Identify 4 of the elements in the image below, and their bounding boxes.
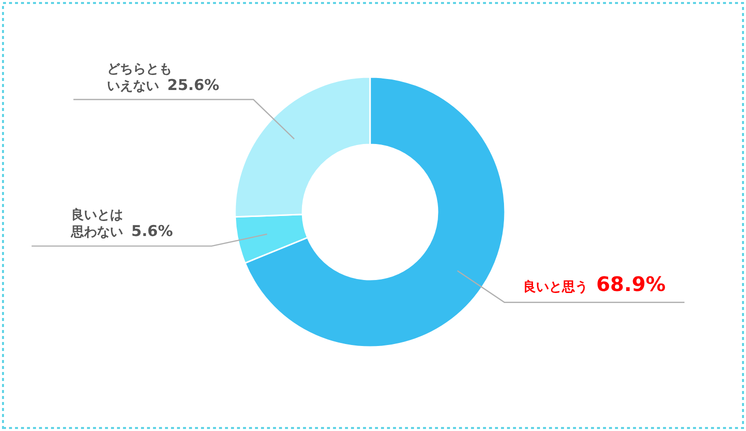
slice-label: 良いと思う bbox=[523, 279, 588, 295]
slice-label: 良いとは思わない bbox=[70, 207, 123, 240]
data-label: 68.9% bbox=[596, 272, 666, 296]
data-label: 5.6% bbox=[131, 222, 173, 240]
